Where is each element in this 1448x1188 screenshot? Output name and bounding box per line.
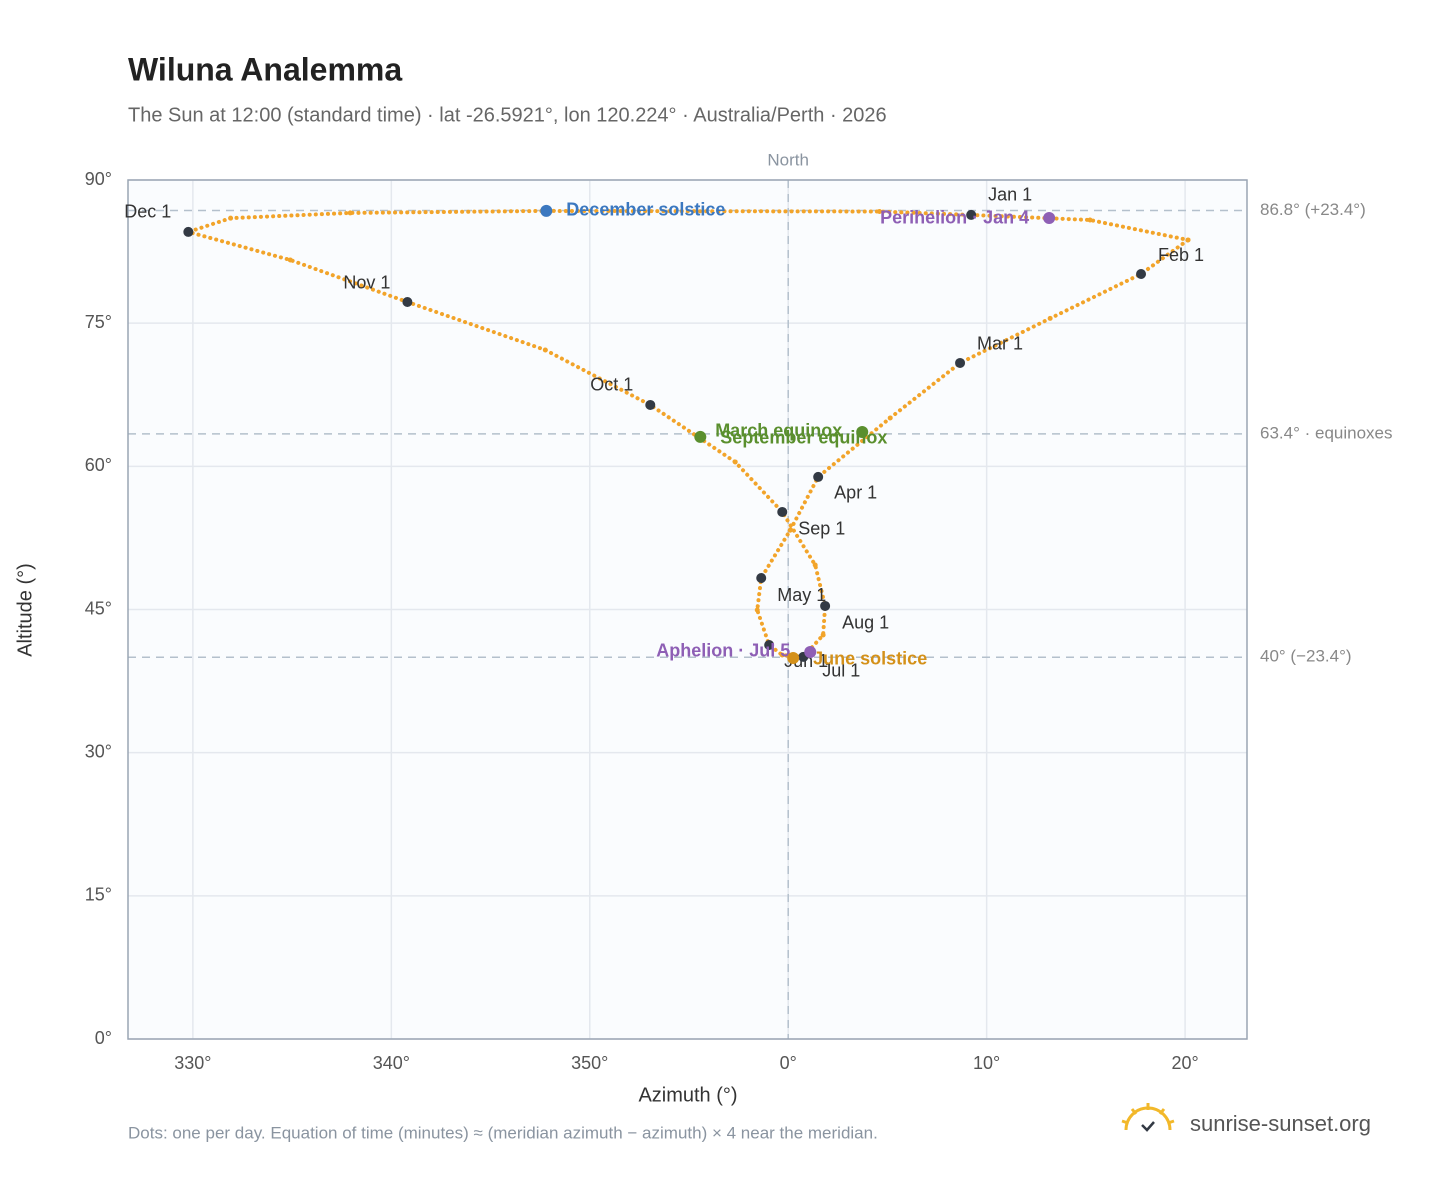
month-marker	[756, 573, 767, 584]
day-dot	[787, 527, 793, 533]
month-label: Oct 1	[590, 375, 633, 395]
event-label: March equinox	[715, 421, 842, 441]
month-label: Aug 1	[842, 613, 889, 633]
chart-title: Wiluna Analemma	[128, 51, 402, 87]
event-marker	[787, 651, 800, 664]
month-marker	[955, 357, 966, 368]
reference-label: 86.8° (+23.4°)	[1260, 200, 1366, 219]
event-label: December solstice	[566, 200, 725, 220]
day-dot	[1047, 315, 1053, 321]
y-tick-label: 75°	[85, 312, 112, 332]
day-dot	[754, 607, 760, 613]
month-label: May 1	[777, 585, 826, 605]
month-marker	[777, 506, 788, 517]
x-tick-label: 340°	[373, 1053, 410, 1073]
y-tick-label: 45°	[85, 598, 112, 618]
y-tick-label: 30°	[85, 741, 112, 761]
brand: sunrise-sunset.org	[1190, 1111, 1371, 1136]
event-marker	[804, 645, 817, 658]
month-marker	[645, 399, 656, 410]
event-label: June solstice	[813, 649, 927, 669]
day-dot	[876, 208, 882, 214]
day-dot	[1185, 237, 1191, 243]
reference-label: 40° (−23.4°)	[1260, 647, 1352, 666]
month-label: Jul 1	[822, 661, 860, 681]
month-marker	[183, 226, 194, 237]
month-marker	[820, 600, 831, 611]
day-dot	[779, 652, 785, 658]
day-dot	[820, 632, 826, 638]
y-tick-label: 60°	[85, 455, 112, 475]
reference-label: 63.4° · equinoxes	[1260, 423, 1393, 442]
y-tick-label: 90°	[85, 169, 112, 189]
event-label: September equinox	[720, 428, 887, 448]
footnote: Dots: one per day. Equation of time (min…	[128, 1123, 878, 1142]
day-dot	[347, 210, 353, 216]
y-axis-label: Altitude (°)	[14, 563, 36, 657]
event-marker	[694, 430, 707, 443]
event-label: Perihelion · Jan 4	[880, 208, 1029, 228]
event-marker	[540, 204, 553, 217]
month-label: Apr 1	[834, 483, 877, 503]
x-tick-label: 10°	[973, 1053, 1000, 1073]
month-marker	[813, 471, 824, 482]
month-marker	[402, 296, 413, 307]
day-dot	[542, 347, 548, 353]
event-marker	[856, 425, 869, 438]
day-dot	[812, 562, 818, 568]
x-tick-label: 20°	[1171, 1053, 1198, 1073]
meridian-label: North	[767, 150, 809, 169]
month-marker	[1136, 269, 1147, 280]
x-tick-label: 0°	[780, 1053, 797, 1073]
month-marker	[764, 640, 775, 651]
event-label: Aphelion · Jul 5	[656, 641, 790, 661]
x-tick-label: 350°	[571, 1053, 608, 1073]
month-marker	[966, 209, 977, 220]
day-dot	[887, 415, 893, 421]
brand-logo	[1121, 1103, 1175, 1132]
day-dot	[228, 215, 234, 221]
day-dot	[732, 459, 738, 465]
day-dot	[287, 257, 293, 263]
month-label: Jan 1	[988, 185, 1032, 205]
event-marker	[1043, 211, 1056, 224]
y-tick-label: 15°	[85, 885, 112, 905]
day-dot	[1087, 217, 1093, 223]
month-label: Nov 1	[343, 273, 390, 293]
month-label: Feb 1	[1158, 245, 1204, 265]
month-label: Mar 1	[977, 334, 1023, 354]
month-label: Dec 1	[124, 202, 171, 222]
month-label: Sep 1	[798, 519, 845, 539]
y-tick-label: 0°	[95, 1028, 112, 1048]
plot-frame	[127, 179, 1248, 1040]
x-axis-label: Azimuth (°)	[638, 1084, 737, 1106]
x-tick-label: 330°	[174, 1053, 211, 1073]
chart-subtitle: The Sun at 12:00 (standard time) · lat -…	[128, 104, 887, 126]
